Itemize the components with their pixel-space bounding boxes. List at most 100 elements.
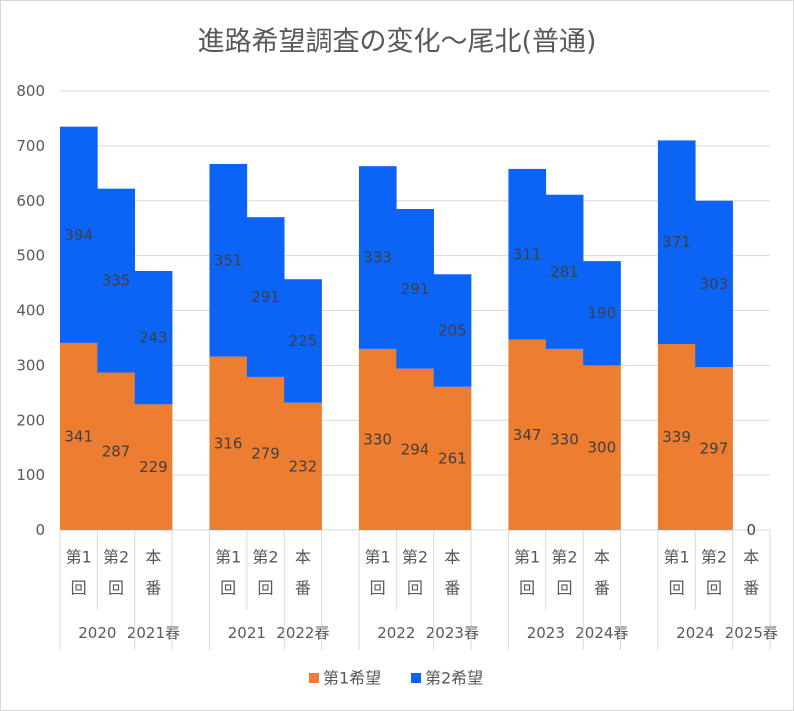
data-label-first-choice: 330 [550, 430, 579, 448]
category-group-label: 2020 [78, 624, 116, 642]
data-label-second-choice: 291 [251, 288, 280, 306]
category-label: 本 [145, 548, 161, 567]
bar-second-choice [508, 168, 547, 340]
category-label: 第2 [701, 548, 727, 567]
bar-second-choice [209, 163, 248, 357]
y-tick-label: 400 [16, 302, 45, 320]
category-group-label: 2022 [377, 624, 415, 642]
category-label: 第1 [514, 548, 540, 567]
category-group-label: 2024 [676, 624, 714, 642]
data-label-first-choice: 297 [700, 440, 729, 458]
bar-first-choice [396, 368, 434, 530]
data-label-second-choice: 371 [662, 233, 691, 251]
data-label-second-choice: 335 [102, 272, 131, 290]
data-label-second-choice: 190 [588, 304, 617, 322]
data-label-second-choice: 351 [214, 251, 243, 269]
legend-swatch-second-choice [411, 673, 421, 683]
category-label: 本 [594, 548, 610, 567]
data-label-first-choice: 261 [438, 449, 467, 467]
bar-first-choice [545, 348, 584, 530]
bar-second-choice [284, 279, 322, 403]
category-label: 回 [407, 579, 423, 598]
category-label: 第2 [551, 548, 577, 567]
data-label-first-choice: 339 [662, 428, 691, 446]
bar-second-choice [97, 188, 136, 373]
bar-first-choice [657, 343, 696, 530]
y-tick-label: 600 [16, 192, 45, 210]
category-group-label: 2022春 [276, 624, 329, 642]
bar-first-choice [433, 386, 472, 530]
category-label: 回 [669, 579, 685, 598]
bar-first-choice [508, 339, 547, 530]
category-label: 回 [220, 579, 236, 598]
data-label-first-choice: 229 [139, 458, 168, 476]
bar-first-choice [134, 404, 173, 530]
bar-first-choice [246, 376, 285, 530]
legend: 第1希望 第2希望 [309, 669, 483, 688]
category-group-label: 2024春 [575, 624, 628, 642]
data-label-first-choice: 347 [513, 426, 542, 444]
category-label: 第2 [402, 548, 428, 567]
bar-first-choice [358, 348, 397, 530]
category-label: 第1 [215, 548, 241, 567]
category-label: 本 [295, 548, 311, 567]
x-axis: 第1回第2回2020本番2021春第1回第2回2021本番2022春第1回第2回… [59, 530, 778, 650]
data-label-second-choice: 291 [401, 280, 430, 298]
category-label: 回 [556, 579, 572, 598]
category-label: 回 [71, 579, 87, 598]
y-tick-label: 300 [16, 356, 45, 374]
data-label-second-choice: 333 [363, 249, 392, 267]
bars [60, 126, 733, 530]
data-label-second-choice: 205 [438, 322, 467, 340]
bar-second-choice [545, 194, 584, 349]
legend-item-first-choice: 第1希望 [309, 669, 381, 688]
legend-swatch-first-choice [309, 673, 319, 683]
data-label-first-choice: 279 [251, 444, 280, 462]
category-label: 第2 [252, 548, 278, 567]
category-label: 回 [519, 579, 535, 598]
legend-item-second-choice: 第2希望 [411, 669, 483, 688]
data-label-second-choice: 281 [550, 263, 579, 281]
data-labels: 341 394 287 335 229 243 316 351 279 291 232 225 330 3… [64, 226, 756, 539]
bar-second-choice [433, 274, 472, 387]
y-tick-label: 500 [16, 247, 45, 265]
data-label-first-choice: 316 [214, 434, 243, 452]
category-label: 本 [743, 548, 759, 567]
category-group-label: 2021 [228, 624, 266, 642]
category-label: 回 [706, 579, 722, 598]
bar-first-choice [284, 402, 322, 530]
bar-second-choice [695, 200, 733, 368]
bar-second-choice [246, 217, 285, 377]
legend-label-second-choice: 第2希望 [425, 669, 483, 688]
category-group-label: 2021春 [127, 624, 180, 642]
y-tick-label: 700 [16, 137, 45, 155]
category-label: 回 [108, 579, 124, 598]
category-label: 第1 [365, 548, 391, 567]
category-label: 番 [145, 579, 161, 598]
category-label: 第1 [663, 548, 689, 567]
y-tick-label: 200 [16, 411, 45, 429]
legend-label-first-choice: 第1希望 [323, 669, 381, 688]
data-label-first-choice: 0 [747, 521, 757, 539]
bar-second-choice [583, 261, 621, 366]
bar-second-choice [60, 126, 98, 343]
data-label-first-choice: 294 [401, 440, 430, 458]
category-label: 回 [370, 579, 386, 598]
y-axis: 0 100 200 300 400 500 600 700 800 [16, 82, 45, 539]
category-label: 第2 [103, 548, 129, 567]
bar-second-choice [657, 140, 696, 344]
category-label: 番 [295, 579, 311, 598]
bar-second-choice [134, 270, 173, 405]
data-label-first-choice: 341 [64, 427, 93, 445]
category-label: 番 [444, 579, 460, 598]
data-label-second-choice: 225 [289, 332, 318, 350]
category-group-label: 2023春 [426, 624, 479, 642]
category-label: 番 [743, 579, 759, 598]
data-label-second-choice: 303 [700, 275, 729, 293]
bar-second-choice [396, 208, 434, 369]
category-group-label: 2023 [527, 624, 565, 642]
category-label: 第1 [66, 548, 92, 567]
bar-first-choice [97, 372, 136, 530]
data-label-first-choice: 300 [588, 439, 617, 457]
bar-second-choice [358, 166, 397, 349]
